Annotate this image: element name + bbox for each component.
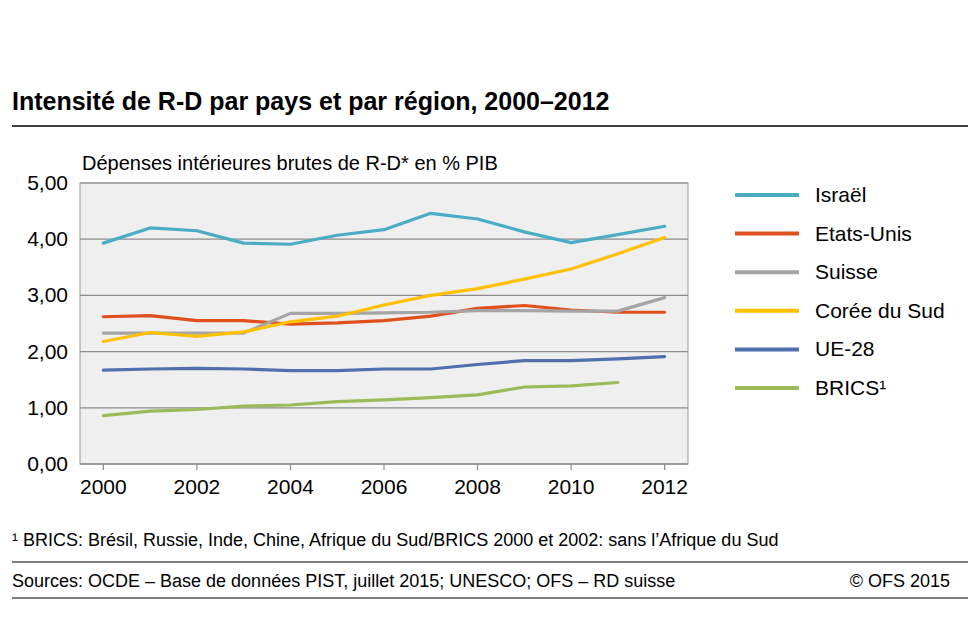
grid-line [80,295,688,296]
footnote: ¹ BRICS: Brésil, Russie, Inde, Chine, Af… [12,530,778,550]
title: Intensité de R-D par pays et par région,… [12,87,609,115]
legend-label: Etats-Unis [815,222,912,245]
x-tick [290,464,291,470]
legend-swatch [735,347,799,351]
x-tick [664,464,665,470]
y-tick-label: 0,00 [27,452,68,475]
x-tick [477,464,478,470]
series-line [103,213,664,244]
x-tick [196,464,197,470]
source: Sources: OCDE – Base de données PIST, ju… [12,571,675,591]
y-axis-label: Dépenses intérieures brutes de R-D* en %… [82,152,498,174]
series-line [103,383,617,416]
chart: Intensité de R-D par pays et par région,… [0,0,968,634]
legend-swatch [735,270,799,274]
legend-label: Israël [815,183,866,206]
title-rule [12,125,968,127]
series-group [103,213,664,415]
legend-swatch [735,232,799,236]
x-tick-label: 2010 [548,475,595,498]
source-rule [12,561,968,562]
grid-line [80,351,688,352]
x-tick-label: 2004 [267,475,314,498]
x-tick [383,464,384,470]
series-line [103,238,664,342]
grid-line [80,407,688,408]
bottom-rule [12,597,968,598]
legend-swatch [735,193,799,197]
legend-label: Suisse [815,260,878,283]
x-tick-label: 2012 [641,475,688,498]
x-tick-label: 2006 [361,475,408,498]
grid-line [80,182,688,183]
y-tick-label: 3,00 [27,283,68,306]
series-line [103,357,664,371]
legend-label: Corée du Sud [815,299,945,322]
plot-area [80,183,688,464]
legend-label: UE-28 [815,337,875,360]
y-tick-label: 1,00 [27,396,68,419]
copyright: © OFS 2015 [850,571,950,591]
y-tick-label: 5,00 [27,171,68,194]
series-line [103,298,664,333]
x-tick-label: 2000 [80,475,127,498]
series-line [103,306,664,325]
y-tick-label: 2,00 [27,340,68,363]
legend-swatch [735,386,799,390]
x-tick [570,464,571,470]
x-tick-label: 2002 [174,475,221,498]
y-tick-label: 4,00 [27,227,68,250]
legend-swatch [735,309,799,313]
x-tick [103,464,104,470]
legend-label: BRICS¹ [815,376,886,399]
x-tick-label: 2008 [454,475,501,498]
